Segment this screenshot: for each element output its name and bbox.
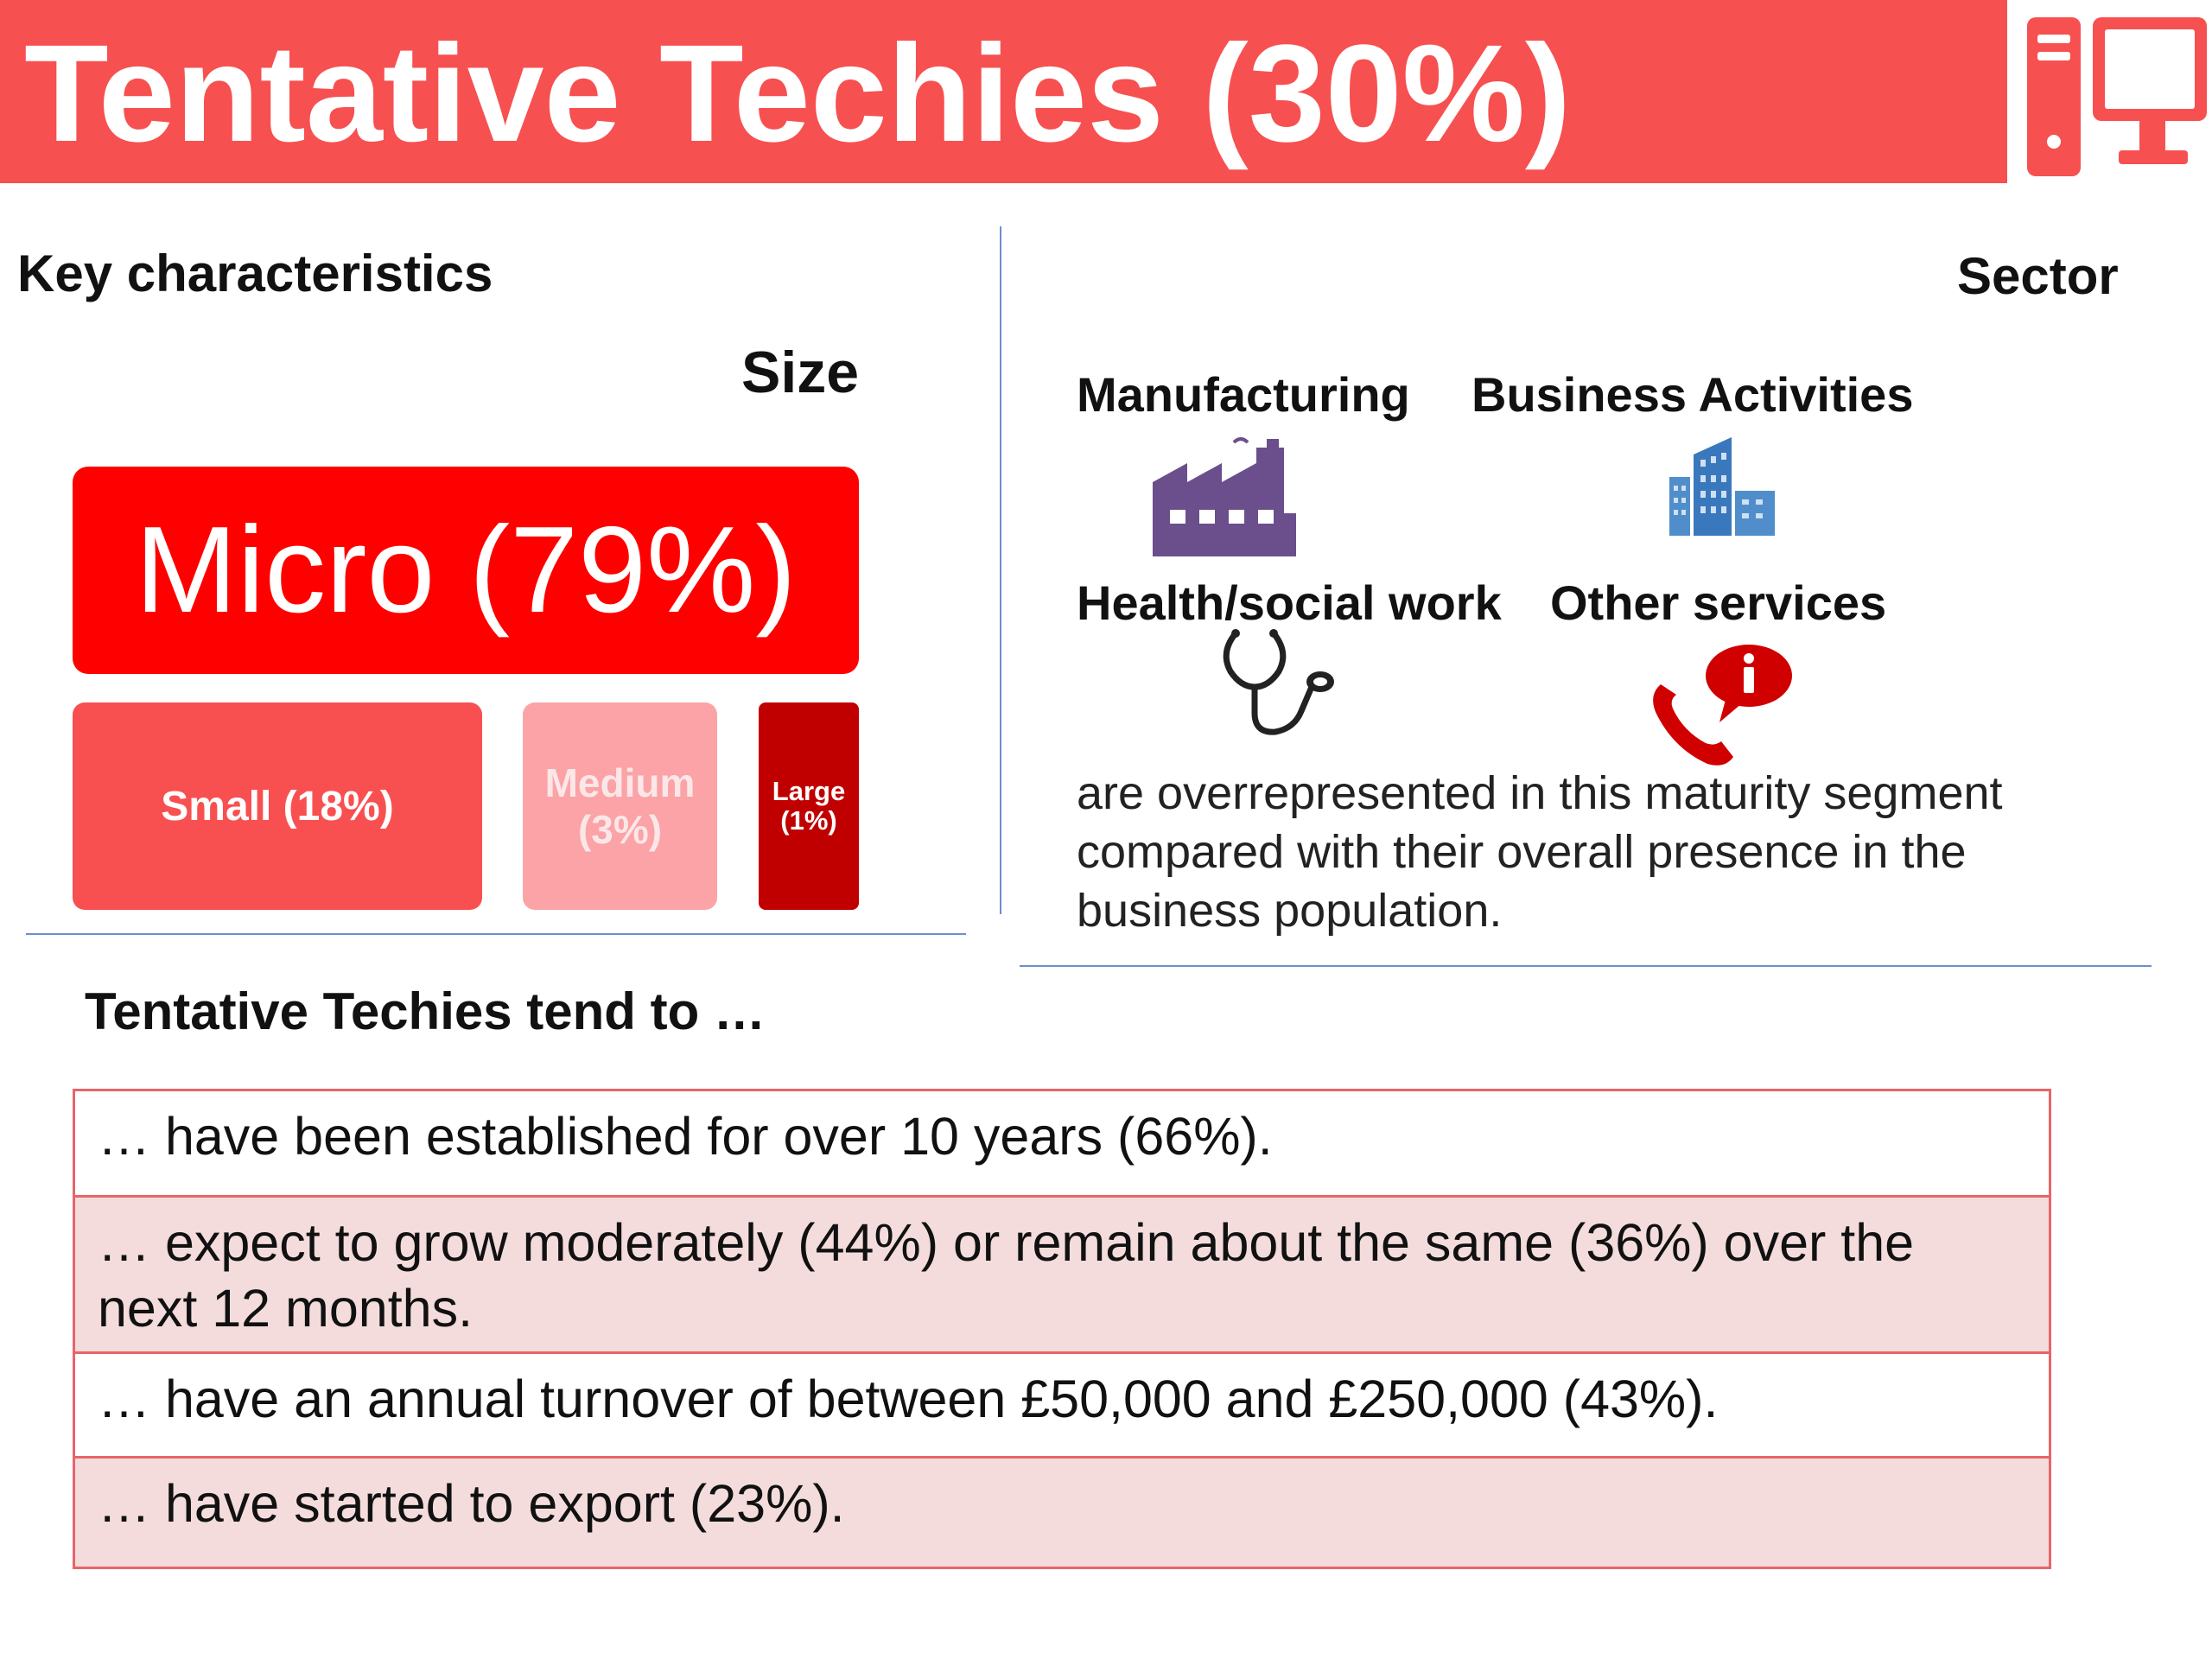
large-percent: (1%) [780,805,837,836]
header-bar [0,0,2007,183]
factory-icon [1153,437,1296,556]
tend-to-heading: Tentative Techies tend to … [85,982,766,1040]
left-divider [26,933,966,935]
sector-label-manufacturing: Manufacturing [1077,367,1410,422]
tend-to-list: … have been established for over 10 year… [73,1089,2051,1569]
sector-label-health-social-work: Health/social work [1077,575,1502,630]
key-characteristics-heading: Key characteristics [17,245,493,302]
list-item: … have an annual turnover of between £50… [98,1370,1719,1428]
large-label: Large [772,776,846,806]
micro-tile: Micro (79%) [73,467,859,674]
list-item: … have started to export (23%). [75,1459,2049,1567]
list-item: … expect to grow moderately (44%) or rem… [75,1198,2049,1351]
sector-label-other-services: Other services [1550,575,1887,630]
large-tile: Large (1%) [759,702,859,910]
office-building-icon [1669,437,1775,536]
small-label: Small (18%) [161,783,394,830]
micro-label: Micro (79%) [135,501,797,639]
row-separator [75,1456,2049,1459]
medium-label: Medium [544,760,696,805]
sector-heading: Sector [1957,247,2119,305]
phone-info-icon [1653,645,1792,766]
row-separator [75,1195,2049,1198]
medium-percent: (3%) [577,807,663,852]
medium-tile: Medium (3%) [523,702,717,910]
small-tile: Small (18%) [73,702,482,910]
computer-icon [2027,17,2207,176]
sector-note: are overrepresented in this maturity seg… [1077,767,2003,937]
stethoscope-icon [1223,629,1334,735]
list-item: … have been established for over 10 year… [98,1107,1273,1166]
size-heading: Size [741,340,860,405]
sector-label-business-activities: Business Activities [1471,367,1914,422]
right-divider [1020,965,2152,967]
page-title: Tentative Techies (30%) [24,16,1572,170]
row-separator [75,1351,2049,1354]
vertical-divider [1000,226,1001,914]
